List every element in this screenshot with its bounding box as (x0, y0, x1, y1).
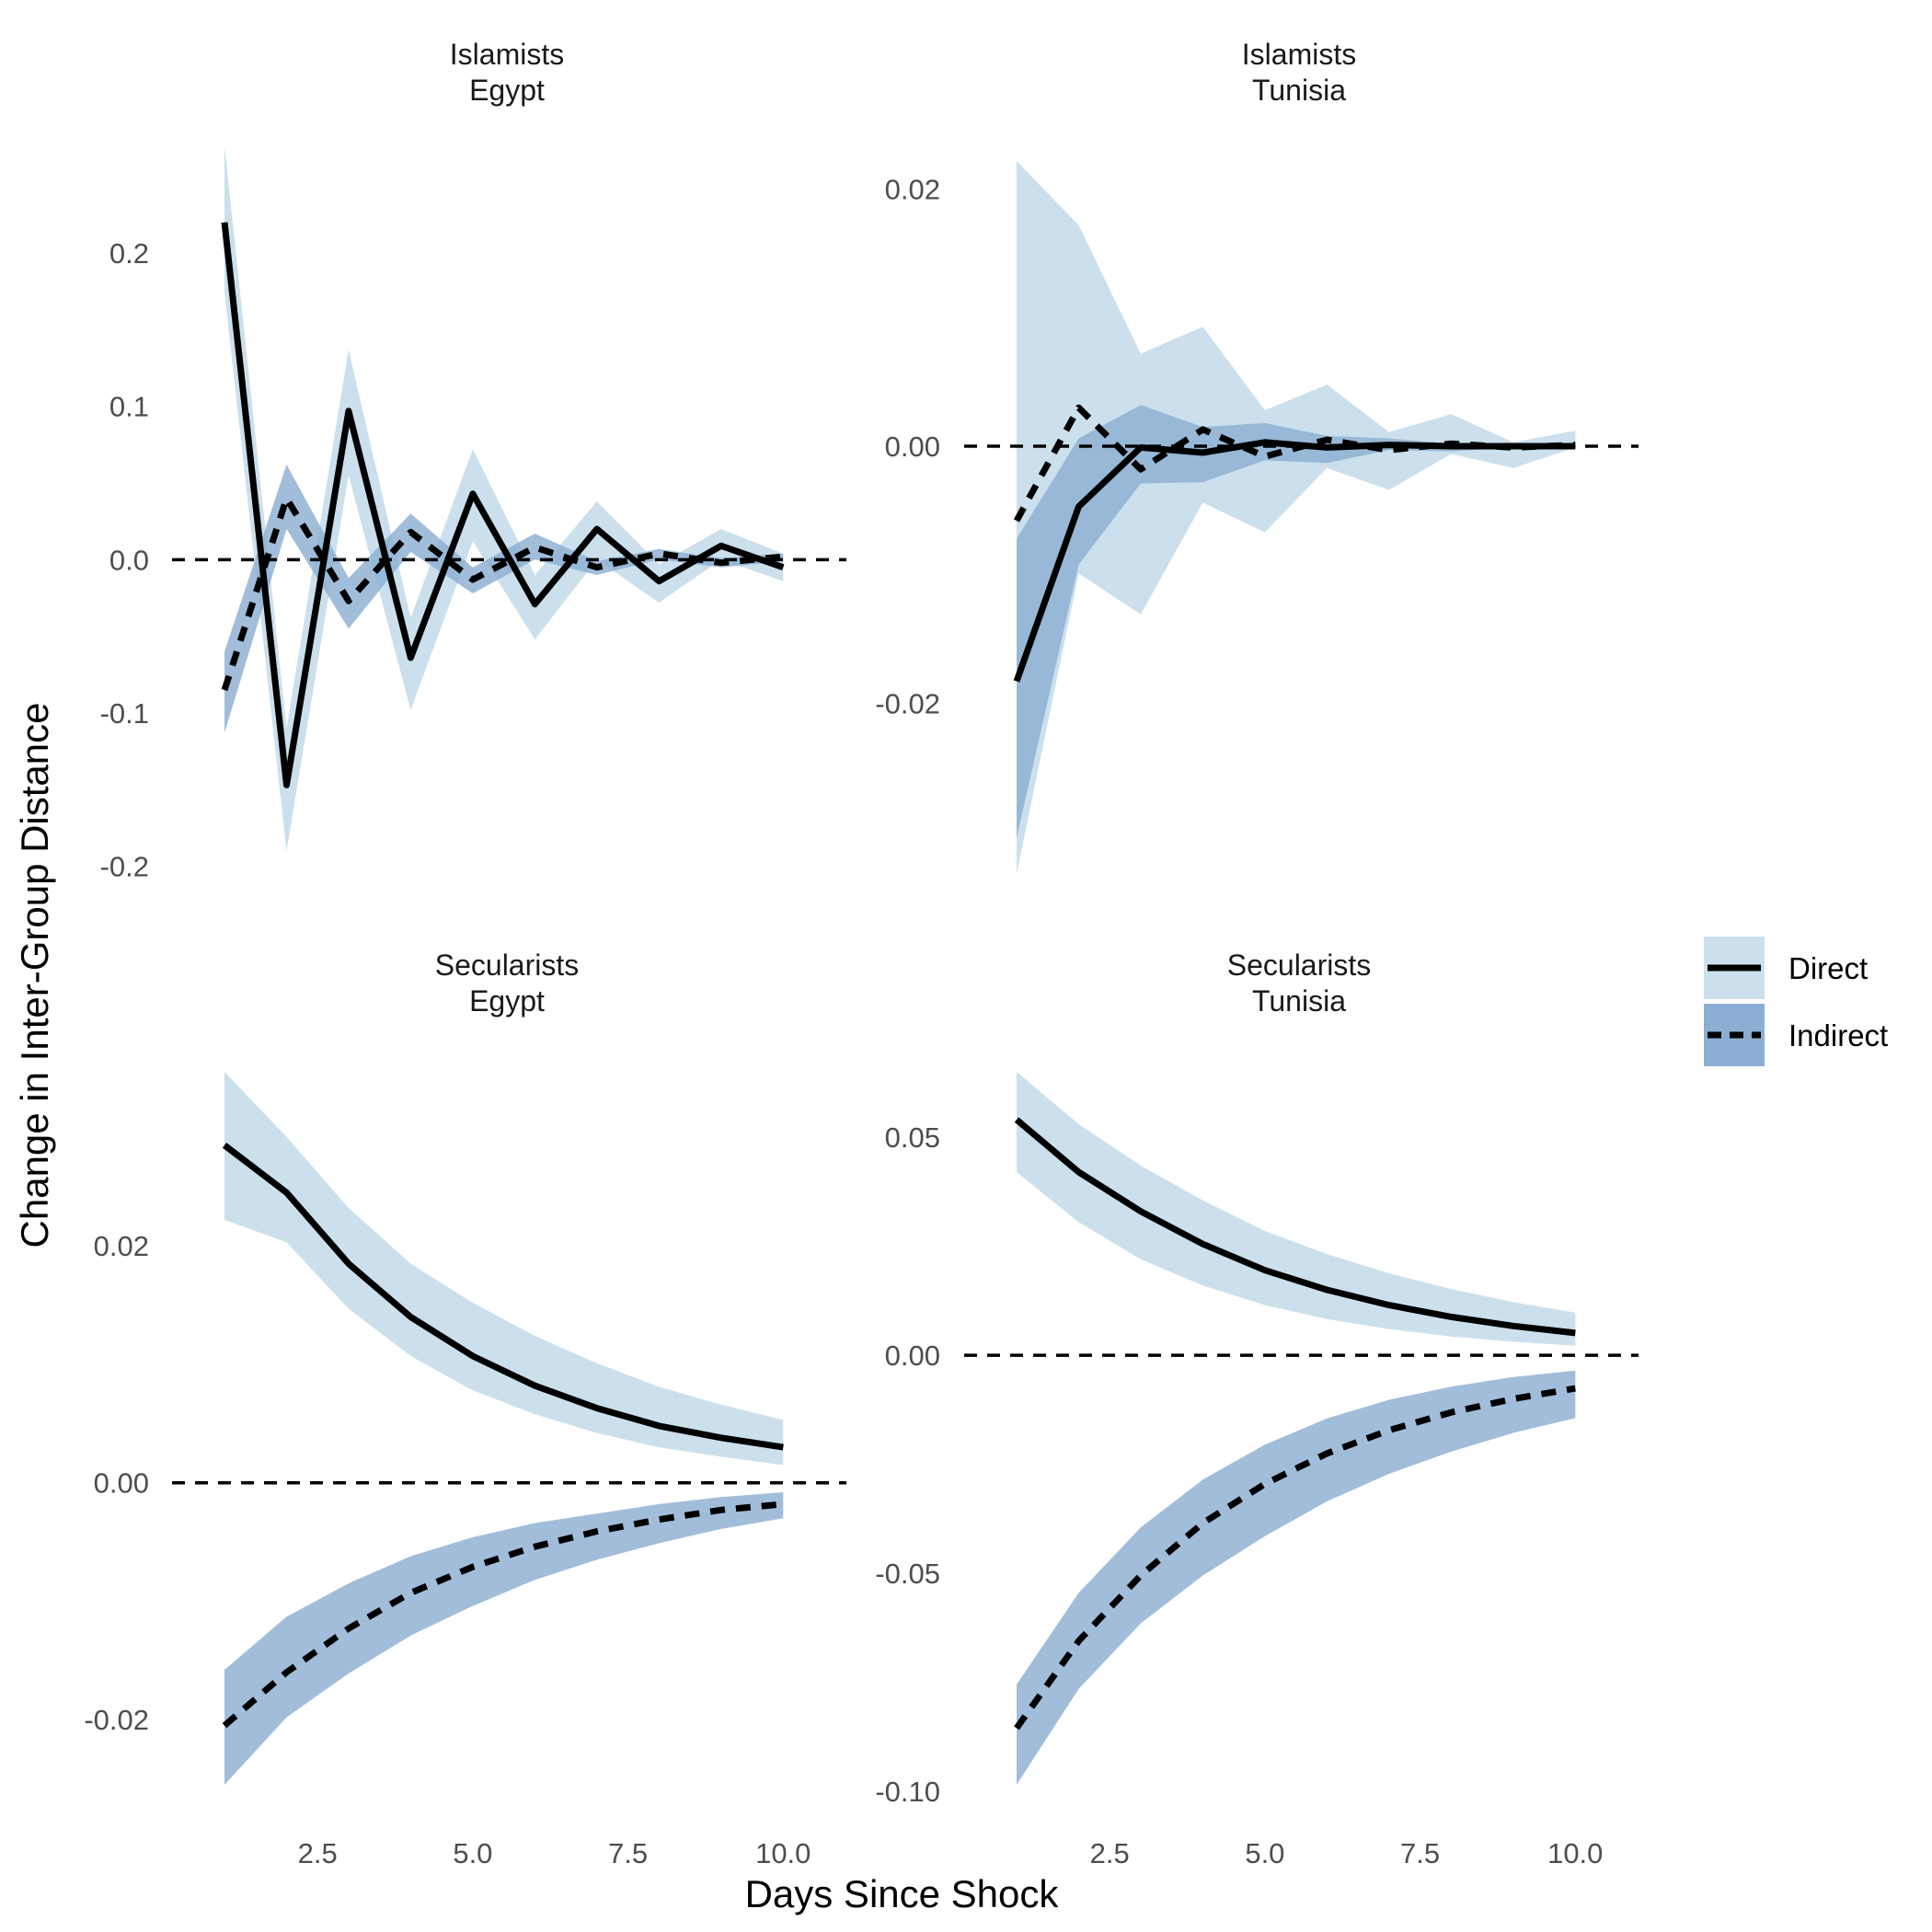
legend-label: Indirect (1788, 1018, 1888, 1052)
strip-label: Secularists (435, 949, 580, 982)
confidence-band-indirect (224, 1492, 784, 1785)
strip-label: Egypt (469, 74, 545, 107)
y-tick-label: 0.05 (885, 1121, 940, 1154)
legend-item-direct: Direct (1704, 937, 1868, 999)
y-tick-label: -0.05 (875, 1558, 940, 1590)
x-axis-title: Days Since Shock (745, 1872, 1060, 1915)
series-line-direct (221, 222, 785, 788)
confidence-band-indirect (1017, 1370, 1576, 1785)
y-axis-title: Change in Inter-Group Distance (13, 703, 56, 1248)
strip-label: Secularists (1227, 949, 1372, 982)
confidence-band-indirect (224, 465, 784, 733)
x-tick-label: 5.0 (453, 1837, 492, 1869)
y-tick-label: -0.02 (875, 687, 940, 719)
y-tick-label: -0.10 (875, 1776, 940, 1808)
x-tick-label: 5.0 (1245, 1837, 1284, 1869)
legend-label: Direct (1788, 951, 1868, 985)
x-tick-label: 7.5 (608, 1837, 648, 1869)
y-tick-label: -0.02 (84, 1704, 149, 1736)
y-tick-label: 0.00 (94, 1467, 149, 1500)
facet-panels: IslamistsEgypt-0.2-0.10.00.10.2Islamists… (84, 38, 1639, 1869)
y-tick-label: 0.00 (885, 1340, 940, 1372)
strip-label: Egypt (469, 984, 545, 1018)
y-tick-label: 0.02 (885, 174, 940, 206)
y-tick-label: 0.0 (109, 544, 149, 576)
y-tick-label: 0.00 (885, 431, 940, 463)
x-tick-label: 2.5 (1090, 1837, 1130, 1869)
legend: Direct Indirect (1704, 937, 1888, 1066)
confidence-band-direct (1017, 161, 1576, 874)
x-tick-label: 7.5 (1400, 1837, 1440, 1869)
strip-label: Tunisia (1252, 74, 1346, 107)
strip-label: Islamists (1242, 38, 1356, 71)
y-tick-label: 0.2 (109, 237, 149, 270)
y-tick-label: -0.1 (100, 697, 149, 730)
y-tick-label: 0.02 (94, 1230, 149, 1262)
series-line-direct (1014, 1117, 1576, 1337)
confidence-band-direct (1017, 1072, 1576, 1346)
x-tick-label: 10.0 (1547, 1837, 1603, 1869)
series-line-indirect (221, 495, 784, 692)
y-tick-label: 0.1 (109, 391, 149, 423)
strip-label: Islamists (450, 38, 564, 71)
x-tick-label: 2.5 (298, 1837, 338, 1869)
confidence-band-direct (224, 145, 784, 852)
series-line-direct (222, 1143, 784, 1451)
strip-label: Tunisia (1252, 984, 1346, 1018)
x-tick-label: 10.0 (755, 1837, 811, 1869)
series-line-indirect (1014, 1385, 1576, 1731)
y-tick-label: -0.2 (100, 851, 149, 883)
series-line-indirect (222, 1501, 784, 1729)
legend-item-indirect: Indirect (1704, 1004, 1888, 1066)
series-line-indirect (1013, 404, 1576, 523)
confidence-band-direct (224, 1072, 784, 1466)
